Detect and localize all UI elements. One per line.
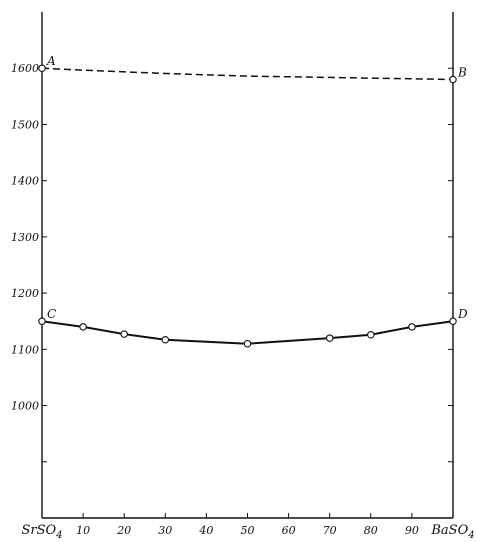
axes — [41, 12, 454, 519]
x-tick-label: 10 — [76, 524, 90, 537]
x-tick-label: 20 — [116, 524, 131, 537]
x-tick-label: SrSO4 — [21, 523, 62, 541]
point-label-a: A — [46, 54, 56, 68]
y-tick-label: 1000 — [11, 400, 39, 413]
x-tick-label: 50 — [241, 524, 255, 537]
data-point-marker — [367, 330, 375, 339]
y-tick-label: 1500 — [11, 118, 39, 131]
x-tick-label: 70 — [323, 524, 337, 537]
data-point-marker — [408, 323, 416, 331]
data-point-marker — [120, 330, 128, 338]
markers-group — [38, 64, 457, 348]
x-tick-label: 80 — [364, 524, 378, 537]
y-tick-label: 1300 — [11, 231, 39, 244]
y-ticks: 1000 1100 1200 1300 1400 1500 1600 — [11, 62, 453, 463]
y-tick-label: 1200 — [11, 287, 39, 300]
data-point-marker — [79, 323, 87, 331]
data-point-marker — [38, 64, 46, 72]
x-ticks: SrSO4 10 20 30 40 50 60 70 80 90 BaSO4 — [21, 513, 475, 541]
point-label-c: C — [47, 307, 56, 321]
series-group — [41, 67, 454, 345]
x-tick-label: 30 — [158, 524, 172, 537]
y-tick-label: 1400 — [11, 175, 39, 188]
x-tick-label: 90 — [405, 524, 419, 537]
y-tick-label: 1600 — [11, 62, 39, 75]
x-tick-label: 60 — [282, 524, 296, 537]
data-point-marker — [449, 317, 457, 325]
data-point-marker — [449, 75, 457, 84]
x-tick-label: 40 — [198, 524, 213, 537]
data-point-marker — [38, 317, 46, 325]
point-label-d: D — [457, 307, 468, 321]
annotations-group: A B C D — [46, 54, 468, 321]
data-point-marker — [325, 334, 334, 342]
point-label-b: B — [457, 65, 467, 79]
x-tick-label: BaSO4 — [430, 523, 474, 541]
data-point-marker — [161, 336, 170, 344]
dashed-series-line — [41, 67, 454, 81]
y-tick-label: 1100 — [11, 343, 39, 356]
data-point-marker — [243, 339, 252, 348]
